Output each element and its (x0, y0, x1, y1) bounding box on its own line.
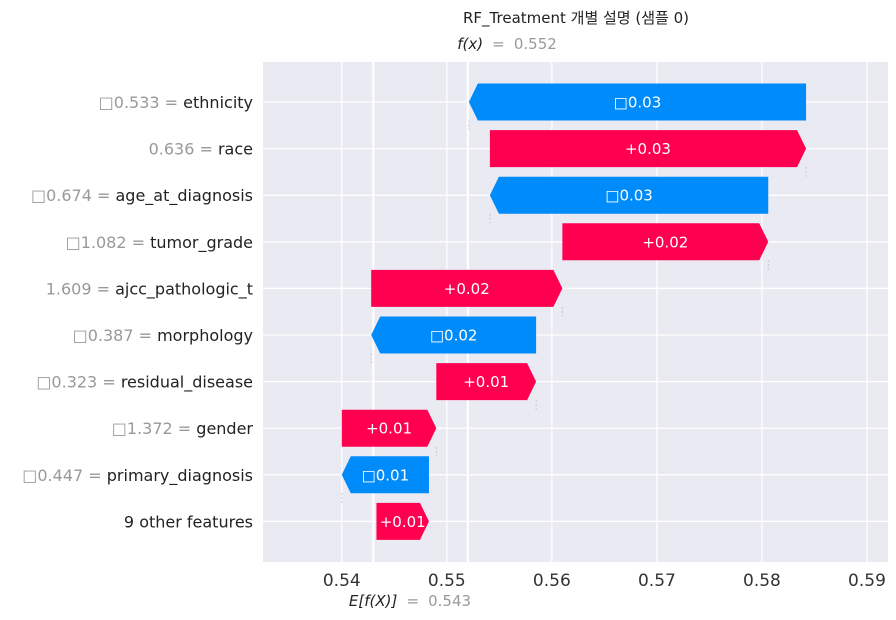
fx-annotation: f(x) = 0.552 (457, 34, 557, 53)
feature-name: ethnicity (183, 93, 253, 112)
feature-equals: = (97, 186, 116, 205)
efx-label: E[f(X)] (349, 592, 398, 610)
efx-separator: = (406, 592, 419, 610)
waterfall-bar (371, 269, 563, 307)
feature-label: □1.372 = gender (112, 419, 254, 438)
efx-annotation: E[f(X)] = 0.543 (349, 591, 471, 610)
bar-value-label: +0.01 (380, 513, 426, 531)
feature-name: ajcc_pathologic_t (115, 279, 253, 299)
fx-label: f(x) (457, 35, 483, 53)
feature-value: □0.323 (36, 373, 102, 392)
feature-name: 9 other features (124, 512, 253, 531)
feature-value: □1.082 (66, 233, 132, 252)
chart-title: RF_Treatment 개별 설명 (샘플 0) (463, 9, 689, 28)
efx-value: 0.543 (428, 592, 471, 610)
x-tick-label: 0.57 (638, 571, 676, 591)
feature-labels: □0.533 = ethnicity 0.636 = race □0.674 = a… (22, 93, 253, 531)
x-tick-label: 0.59 (848, 571, 886, 591)
waterfall-bar (341, 456, 429, 494)
feature-value: □1.372 (112, 419, 178, 438)
x-tick-label: 0.54 (323, 571, 361, 591)
feature-label: 1.609 = ajcc_pathologic_t (46, 279, 253, 299)
feature-value: □0.387 (73, 326, 139, 345)
feature-label: 0.636 = race (149, 140, 253, 159)
feature-name: tumor_grade (150, 233, 253, 253)
feature-equals: = (165, 93, 184, 112)
waterfall-bar (489, 176, 769, 214)
feature-label: □0.447 = primary_diagnosis (22, 466, 253, 486)
waterfall-bar (562, 223, 769, 261)
bar-value-label: +0.03 (625, 140, 671, 158)
feature-value: □0.674 (31, 186, 97, 205)
feature-label: □0.674 = age_at_diagnosis (31, 186, 253, 206)
feature-name: gender (196, 419, 253, 438)
feature-value: □0.447 (22, 466, 88, 485)
waterfall-bar (341, 409, 437, 447)
waterfall-bar (436, 363, 537, 401)
bar-value-label: □0.03 (605, 187, 653, 205)
x-tick-label: 0.56 (533, 571, 571, 591)
feature-label: □1.082 = tumor_grade (66, 233, 253, 253)
feature-value: 1.609 (46, 279, 97, 298)
feature-label: □0.387 = morphology (73, 326, 253, 345)
bar-value-label: □0.03 (614, 94, 662, 112)
waterfall-bar (489, 130, 807, 168)
feature-equals: = (199, 140, 218, 159)
feature-name: age_at_diagnosis (116, 186, 254, 206)
feature-name: residual_disease (121, 373, 253, 393)
feature-value: □0.533 (99, 93, 165, 112)
feature-equals: = (102, 373, 121, 392)
x-tick-label: 0.58 (743, 571, 781, 591)
x-axis-ticks: 0.54 0.55 0.56 0.57 0.58 0.59 (323, 571, 886, 591)
feature-equals: = (97, 279, 116, 298)
bar-value-label: +0.02 (444, 280, 490, 298)
x-tick-label: 0.55 (428, 571, 466, 591)
bar-value-label: +0.02 (642, 233, 688, 251)
feature-name: morphology (157, 326, 253, 345)
fx-value: 0.552 (514, 35, 557, 53)
bar-value-label: +0.01 (463, 373, 509, 391)
feature-equals: = (139, 326, 158, 345)
bar-value-label: +0.01 (366, 420, 412, 438)
waterfall-bar (468, 83, 807, 121)
feature-label: 9 other features (124, 512, 253, 531)
feature-equals: = (88, 466, 107, 485)
feature-label: □0.533 = ethnicity (99, 93, 253, 112)
feature-label: □0.323 = residual_disease (36, 373, 253, 393)
feature-name: primary_diagnosis (107, 466, 253, 486)
feature-name: race (218, 140, 253, 159)
bars: □0.03 +0.03 □0.03 +0.02 +0.02 □0.02 +0.01 +0.01… (341, 83, 807, 540)
waterfall-bar (371, 316, 537, 354)
feature-value: 0.636 (149, 140, 200, 159)
waterfall-bar (376, 502, 429, 540)
bar-value-label: □0.01 (362, 466, 410, 484)
bar-value-label: □0.02 (430, 327, 478, 345)
feature-equals: = (132, 233, 151, 252)
fx-separator: = (492, 35, 505, 53)
feature-equals: = (178, 419, 197, 438)
